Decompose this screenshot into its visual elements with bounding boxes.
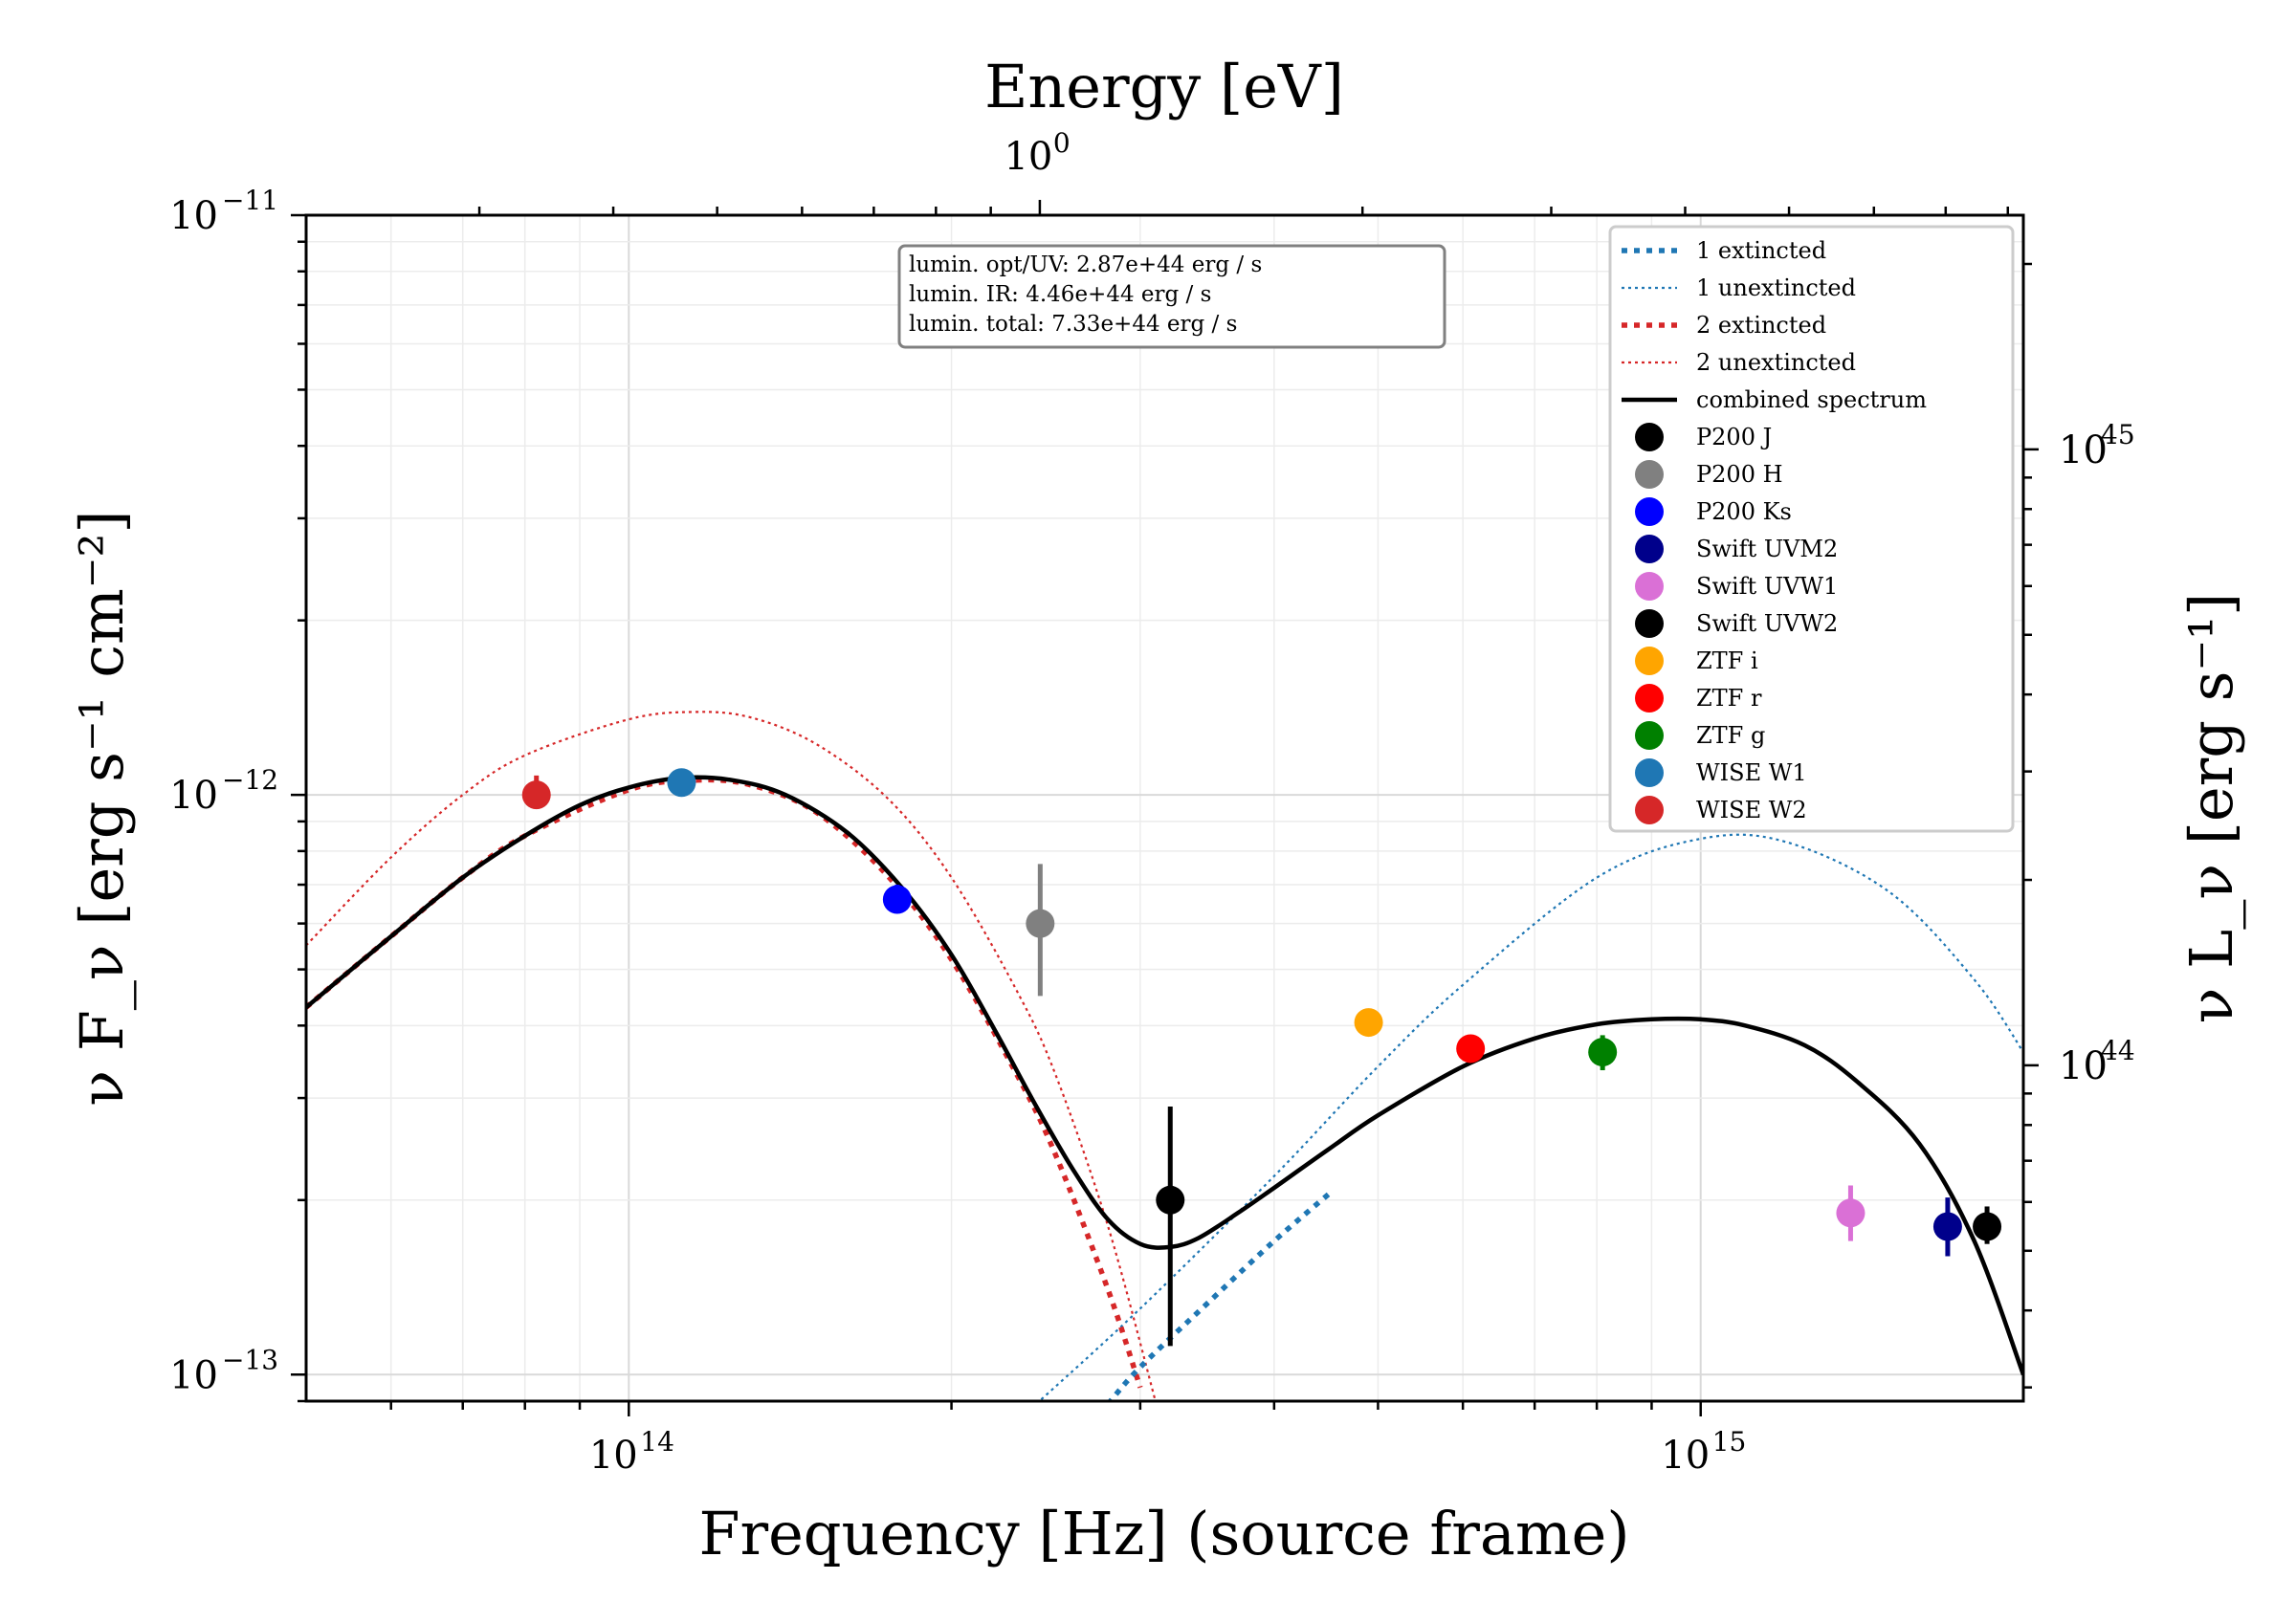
y-tick-label: 10 (169, 774, 218, 818)
top-tick-exponent: 0 (1053, 127, 1071, 159)
legend-marker (1635, 497, 1664, 526)
right-tick-label: 10 (2059, 1044, 2108, 1088)
data-point-ZTF-g (1588, 1038, 1618, 1067)
x-tick-exponent: 15 (1712, 1426, 1747, 1458)
annotation-line: lumin. opt/UV: 2.87e+44 erg / s (909, 252, 1262, 277)
data-point-Swift-UVW2 (1973, 1212, 2002, 1241)
data-point-P200-J (1156, 1185, 1185, 1215)
data-point-WISE-W1 (667, 768, 696, 798)
legend-marker (1635, 423, 1664, 451)
legend-marker (1635, 796, 1664, 824)
annotation-line: lumin. total: 7.33e+44 erg / s (909, 312, 1237, 337)
y-tick-exponent: −12 (222, 764, 278, 796)
y-tick-exponent: −11 (222, 185, 278, 216)
x-tick-exponent: 14 (640, 1426, 674, 1458)
plot-frame (304, 213, 2025, 1403)
data-point-Swift-UVW1 (1836, 1198, 1866, 1228)
luminosity-annotation: lumin. opt/UV: 2.87e+44 erg / s lumin. I… (897, 244, 1446, 349)
legend-label: Swift UVW2 (1696, 610, 1838, 637)
y-tick-exponent: −13 (222, 1344, 278, 1375)
legend-label: WISE W2 (1696, 797, 1807, 823)
legend: 1 extincted 1 unextincted 2 extincted 2 une… (1608, 225, 2015, 833)
curve-2-unextincted (306, 711, 1157, 1401)
annotation-line: lumin. IR: 4.46e+44 erg / s (909, 282, 1211, 307)
legend-marker (1635, 572, 1664, 601)
data-point-P200-H (1026, 909, 1055, 938)
annotation-box (897, 244, 1446, 349)
legend-label: ZTF i (1696, 647, 1758, 674)
data-point-P200-Ks (882, 885, 912, 914)
legend-marker (1635, 721, 1664, 750)
legend-label: combined spectrum (1696, 386, 1927, 413)
right-tick-exponent: 44 (2101, 1035, 2135, 1066)
curve-combined-spectrum (306, 775, 2023, 1376)
legend-label: 1 extincted (1696, 237, 1826, 264)
legend-marker (1635, 684, 1664, 713)
legend-label: ZTF r (1696, 685, 1762, 712)
top-axis-label: Energy [eV] (984, 52, 1344, 121)
legend-marker (1635, 460, 1664, 489)
y-tick-label: 10 (169, 1353, 218, 1397)
right-tick-label: 10 (2059, 428, 2108, 472)
data-point-ZTF-i (1354, 1008, 1383, 1038)
x-axis-label: Frequency [Hz] (source frame) (698, 1499, 1629, 1568)
legend-label: Swift UVW1 (1696, 573, 1838, 600)
legend-marker (1635, 758, 1664, 787)
data-points (521, 768, 2002, 1347)
curve-1-unextincted (1037, 833, 2023, 1401)
right-y-axis-label: ν L_ν [erg s⁻¹] (2176, 593, 2246, 1023)
right-tick-exponent: 45 (2101, 419, 2135, 450)
x-tick-label: 10 (589, 1434, 638, 1478)
data-point-WISE-W2 (521, 780, 551, 810)
y-tick-label: 10 (169, 194, 218, 238)
legend-label: P200 H (1696, 461, 1783, 488)
top-tick-label: 10 (1004, 135, 1052, 179)
y-axis-label: ν F_ν [erg s⁻¹ cm⁻²] (67, 510, 137, 1106)
legend-label: WISE W1 (1696, 759, 1807, 786)
model-curves (306, 711, 2023, 1401)
legend-label: 2 extincted (1696, 312, 1826, 339)
legend-label: Swift UVM2 (1696, 536, 1838, 562)
legend-marker (1635, 535, 1664, 563)
x-tick-label: 10 (1661, 1434, 1710, 1478)
legend-marker (1635, 647, 1664, 675)
legend-label: P200 Ks (1696, 498, 1792, 525)
data-point-ZTF-r (1456, 1034, 1486, 1064)
legend-label: 1 unextincted (1696, 274, 1856, 301)
data-point-Swift-UVM2 (1932, 1212, 1962, 1241)
legend-frame (1608, 225, 2015, 833)
legend-label: 2 unextincted (1696, 349, 1856, 376)
legend-marker (1635, 609, 1664, 638)
legend-label: P200 J (1696, 424, 1772, 450)
curve-1-extincted (1107, 1192, 1331, 1401)
legend-label: ZTF g (1696, 722, 1765, 749)
